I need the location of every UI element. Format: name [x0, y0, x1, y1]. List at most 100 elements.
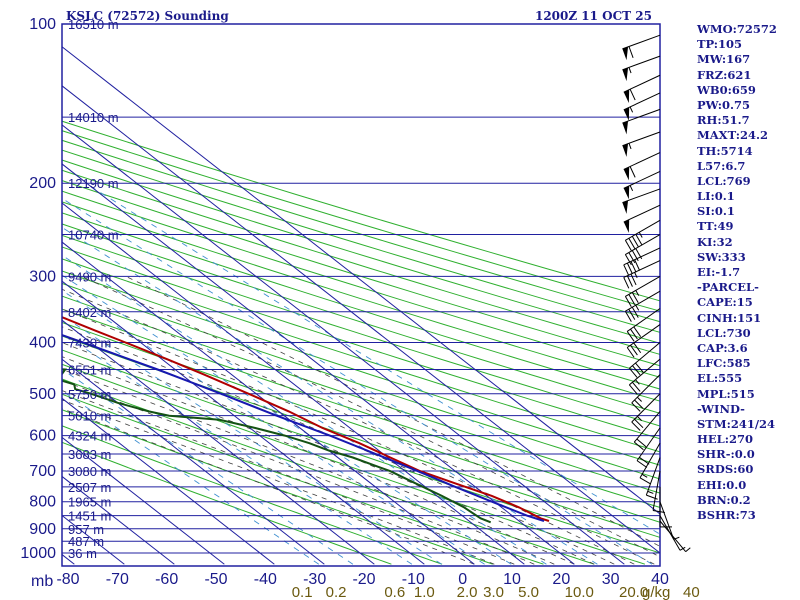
index-line: CINH:151 [697, 310, 762, 325]
index-line: TP:105 [697, 37, 743, 52]
index-line: EHI:0.0 [697, 477, 747, 492]
index-line: LCL:730 [697, 325, 751, 340]
mixing-ratio-line [62, 254, 547, 565]
wind-barb [624, 275, 661, 308]
index-line: TT:49 [697, 219, 734, 234]
wind-barb [623, 171, 661, 200]
mixing-ratio-line [62, 368, 354, 565]
wind-barb [626, 308, 661, 342]
wind-barb [645, 457, 661, 500]
index-line: LFC:585 [697, 356, 751, 371]
isotherm [62, 553, 75, 565]
moist-adiabat [62, 308, 635, 565]
mixing-ratio-label: 40 [683, 584, 700, 600]
index-line: STM:241/24 [697, 416, 776, 431]
isotherm [62, 241, 475, 565]
moist-adiabat [62, 408, 475, 565]
wind-barb [623, 152, 661, 181]
isotherm [62, 397, 275, 565]
temperature-label: -60 [155, 571, 178, 588]
sounding-indices: WMO:72572 TP:105 MW:167 FRZ:621 WB0:659 PW:0.… [697, 22, 800, 523]
index-line: WB0:659 [697, 82, 756, 97]
temperature-label: 40 [651, 571, 669, 588]
dry-adiabat [62, 295, 660, 494]
height-label: 3080 m [68, 464, 111, 479]
mixing-ratio-label: 2.0 [457, 584, 478, 600]
temperature-label: -20 [352, 571, 375, 588]
mixing-ratio-line [62, 274, 512, 565]
dry-adiabat [62, 378, 595, 565]
dry-adiabat [62, 201, 660, 390]
height-label: 4324 m [68, 429, 111, 444]
moist-adiabat [62, 379, 535, 565]
height-label: 487 m [68, 534, 104, 549]
pressure-label: 1000 [20, 545, 56, 562]
moist-adiabat [125, 276, 660, 547]
pressure-label: 500 [29, 386, 56, 403]
height-label: 12190 m [68, 176, 119, 191]
mixing-ratio-label: 1.0 [414, 584, 435, 600]
dry-adiabat [62, 282, 660, 480]
wind-barb [626, 324, 661, 358]
mixing-ratio-label: 10.0 [565, 584, 594, 600]
dry-adiabat [62, 130, 660, 312]
mixing-ratio-units: g/kg [642, 584, 670, 600]
temperature-label: -10 [402, 571, 425, 588]
height-label: 3683 m [68, 447, 111, 462]
index-line: EL:555 [697, 371, 743, 386]
height-label: 5750 m [68, 387, 111, 402]
dry-adiabat [62, 409, 493, 565]
wind-barb [622, 131, 661, 157]
index-line: MAXT:24.2 [697, 128, 768, 143]
wind-barb [628, 358, 661, 395]
plot-frame [61, 23, 661, 567]
index-line: MPL:515 [697, 386, 755, 401]
dry-adiabat [62, 159, 660, 344]
dry-adiabat [62, 212, 660, 402]
wind-barb [624, 290, 661, 322]
profile-line-1 [62, 368, 492, 524]
dry-adiabat [62, 308, 660, 508]
mixing-ratio-label: 0.6 [384, 584, 405, 600]
mixing-ratio-label: 3.0 [483, 584, 504, 600]
height-label: 957 m [68, 522, 104, 537]
dry-adiabat [62, 120, 660, 302]
chart-title: KSLC (72572) Sounding [66, 9, 229, 23]
isotherm [62, 319, 375, 565]
index-line: TH:5714 [697, 143, 753, 158]
dry-adiabat [62, 139, 660, 323]
moist-adiabat [62, 326, 615, 565]
isotherm [62, 124, 625, 565]
mixing-ratio-line [62, 197, 653, 565]
pressure-label: 700 [29, 463, 56, 480]
valid-time: 1200Z 11 OCT 25 [535, 9, 652, 23]
pressure-label: 800 [29, 494, 56, 511]
index-line: LCL:769 [697, 173, 751, 188]
dry-adiabat [62, 363, 646, 565]
wind-barb [639, 442, 661, 485]
wind-barb [652, 470, 665, 514]
index-line: CAP:3.6 [697, 340, 748, 355]
wind-barb [659, 515, 686, 551]
dry-adiabat [62, 258, 660, 453]
temperature-label: 30 [602, 571, 620, 588]
height-label: 9490 m [68, 269, 111, 284]
height-label: 36 m [68, 546, 97, 561]
temperature-label: 10 [503, 571, 521, 588]
temperature-label: -70 [106, 571, 129, 588]
index-line: MW:167 [697, 52, 751, 67]
temperature-label: -80 [56, 571, 79, 588]
dry-adiabat [62, 223, 660, 414]
temperature-label: -50 [204, 571, 227, 588]
mixing-ratio-line [62, 226, 598, 565]
index-line: SHR-:0.0 [697, 447, 755, 462]
moist-adiabat [62, 399, 495, 565]
mixing-ratio-label: 20.0 [619, 584, 648, 600]
index-line: KI:32 [697, 234, 733, 249]
index-line: FRZ:621 [697, 67, 752, 82]
wind-barb [622, 34, 661, 61]
index-line: BRN:0.2 [697, 492, 751, 507]
wind-barb [624, 219, 661, 251]
height-label: 6551 m [68, 363, 111, 378]
